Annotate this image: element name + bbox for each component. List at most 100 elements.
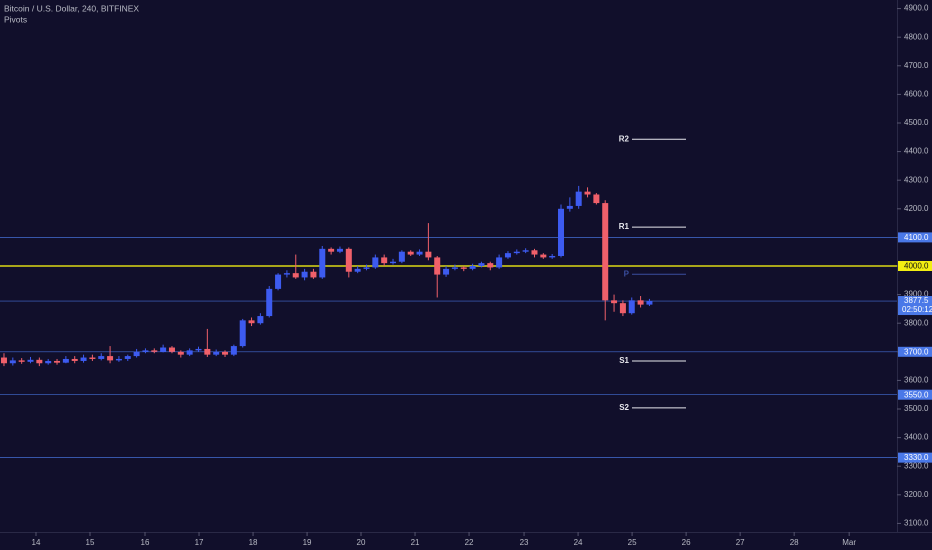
level-label-bg <box>898 232 932 243</box>
level-label-bg <box>898 346 932 357</box>
candle-body <box>222 351 229 355</box>
candle-body <box>451 267 458 269</box>
candle-body <box>160 347 167 352</box>
candle-body <box>522 250 529 252</box>
candle-body <box>496 257 503 268</box>
candle-body <box>310 271 317 278</box>
candle-body <box>469 266 476 269</box>
candle-body <box>98 356 105 359</box>
candle-body <box>558 208 565 256</box>
candle-body <box>186 350 193 355</box>
candle-body <box>80 357 87 361</box>
last-price-label-bg <box>898 296 932 316</box>
candle-body <box>487 263 494 268</box>
candle-body <box>133 351 140 357</box>
x-tick-label: 23 <box>520 538 529 547</box>
level-label: 4000.0 <box>904 262 929 271</box>
candle-body <box>36 359 43 364</box>
candle-body <box>566 205 573 209</box>
candle-body <box>18 360 25 362</box>
candle-body <box>230 346 237 355</box>
candle-body <box>0 357 7 364</box>
candle-body <box>319 248 326 278</box>
x-tick-label: 19 <box>303 538 312 547</box>
x-tick-label: 27 <box>736 538 745 547</box>
x-tick-label: 21 <box>411 538 420 547</box>
candle-body <box>460 267 467 269</box>
x-tick-label: 15 <box>86 538 95 547</box>
y-tick-label: 4500.0 <box>904 118 929 127</box>
level-label: 4100.0 <box>904 233 929 242</box>
candle-body <box>89 357 96 359</box>
candle-body <box>195 348 202 351</box>
candle-body <box>549 255 556 258</box>
candle-body <box>142 350 149 352</box>
candle-body <box>354 268 361 272</box>
x-tick-label: 22 <box>465 538 474 547</box>
level-label: 3700.0 <box>904 347 929 356</box>
pivot-label: R1 <box>619 222 630 231</box>
y-tick-label: 3300.0 <box>904 461 929 470</box>
x-tick-label: 26 <box>682 538 691 547</box>
candle-body <box>628 300 635 314</box>
pivot-label: R2 <box>619 134 630 143</box>
level-label-bg <box>898 389 932 400</box>
candle-body <box>336 248 343 252</box>
level-label: 3550.0 <box>904 390 929 399</box>
candle-body <box>27 359 34 362</box>
candle-body <box>611 300 618 304</box>
x-tick-label: 20 <box>357 538 366 547</box>
candle-body <box>602 203 609 301</box>
y-tick-label: 3500.0 <box>904 404 929 413</box>
candle-body <box>239 320 246 347</box>
y-tick-label: 4300.0 <box>904 175 929 184</box>
pivot-label: S1 <box>619 356 629 365</box>
candle-body <box>381 257 388 264</box>
candle-body <box>45 360 52 364</box>
y-tick-label: 3800.0 <box>904 318 929 327</box>
y-tick-label: 3600.0 <box>904 376 929 385</box>
y-tick-label: 4700.0 <box>904 61 929 70</box>
candle-body <box>328 248 335 252</box>
candle-body <box>213 351 220 355</box>
candle-body <box>151 350 158 352</box>
candle-body <box>434 257 441 275</box>
candle-body <box>54 360 61 363</box>
level-label-bg <box>898 261 932 271</box>
y-tick-label: 4900.0 <box>904 4 929 13</box>
x-tick-label: 17 <box>195 538 204 547</box>
candle-body <box>62 358 69 363</box>
candle-body <box>425 251 432 258</box>
candle-body <box>504 253 511 258</box>
candle-body <box>478 263 485 266</box>
x-tick-label: 18 <box>249 538 258 547</box>
candle-body <box>345 248 352 272</box>
candle-body <box>9 360 16 364</box>
level-label: 3330.0 <box>904 453 929 462</box>
candle-body <box>646 301 653 305</box>
x-tick-label: 24 <box>574 538 583 547</box>
candle-body <box>593 194 600 204</box>
candle-body <box>363 267 370 269</box>
countdown-label: 02:50:12 <box>902 305 932 314</box>
x-tick-label: 28 <box>790 538 799 547</box>
candle-body <box>398 251 405 262</box>
x-tick-label: 14 <box>32 538 41 547</box>
candle-body <box>266 288 273 317</box>
candle-body <box>107 356 114 361</box>
candle-body <box>575 191 582 206</box>
candle-body <box>124 356 131 359</box>
y-tick-label: 3100.0 <box>904 519 929 528</box>
candle-body <box>637 300 644 305</box>
y-tick-label: 3400.0 <box>904 433 929 442</box>
candle-body <box>177 351 184 355</box>
x-tick-label: 16 <box>141 538 150 547</box>
candle-body <box>443 268 450 275</box>
chart-title: Bitcoin / U.S. Dollar, 240, BITFINEX <box>4 3 139 13</box>
candle-body <box>204 348 211 355</box>
y-tick-label: 3900.0 <box>904 290 929 299</box>
candle-body <box>390 261 397 264</box>
candle-body <box>248 320 255 324</box>
